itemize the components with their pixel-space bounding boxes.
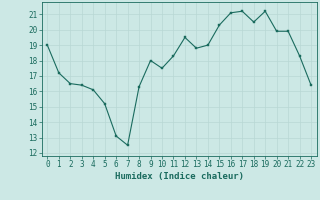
X-axis label: Humidex (Indice chaleur): Humidex (Indice chaleur): [115, 172, 244, 181]
